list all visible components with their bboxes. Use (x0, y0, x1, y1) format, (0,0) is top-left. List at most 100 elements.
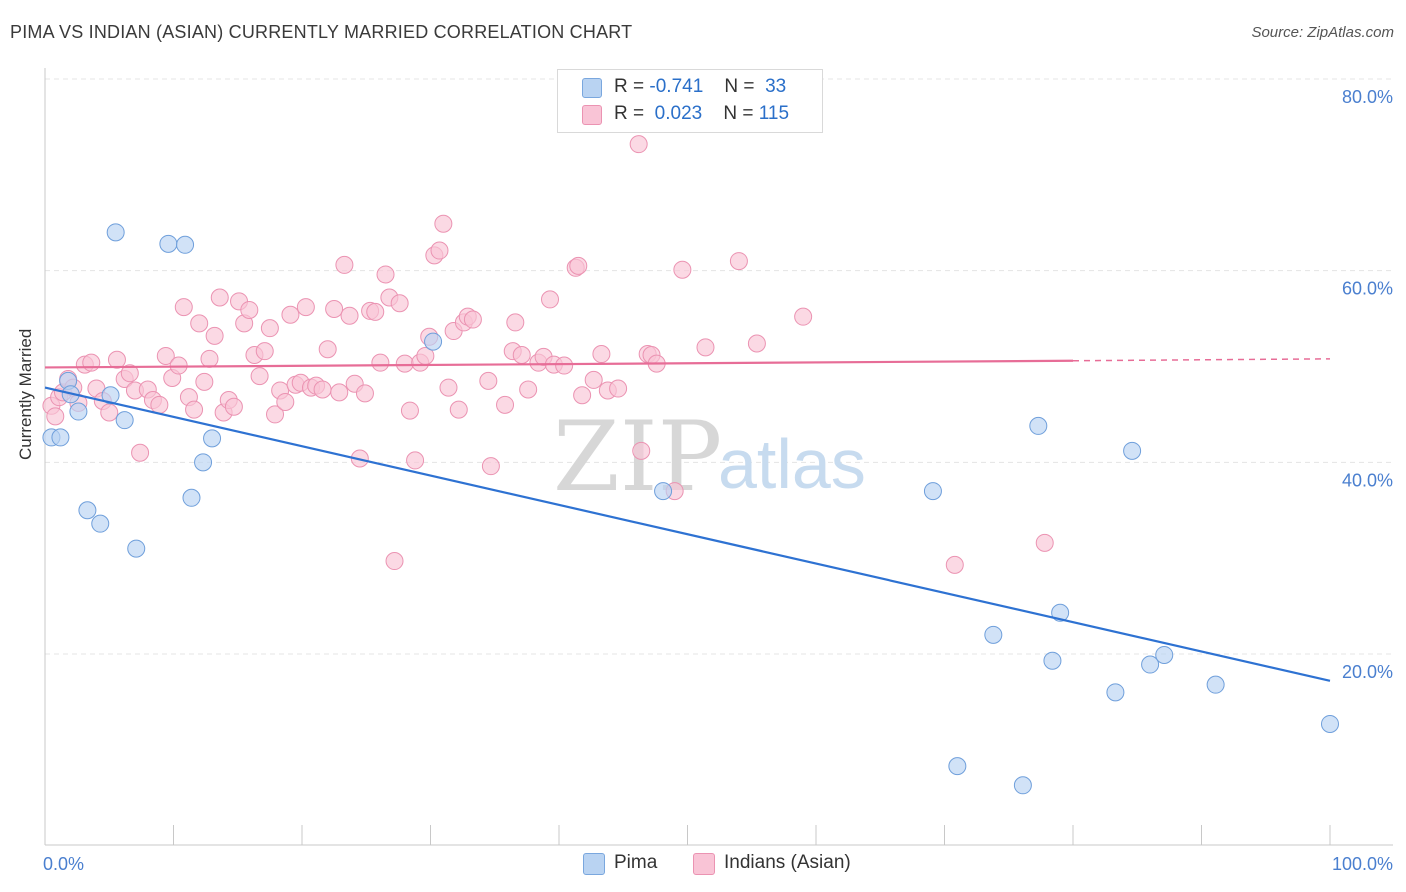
point-indians-asian-65 (390, 294, 409, 313)
point-indians-asian-12 (107, 350, 126, 369)
legend-swatch-indians-asian (582, 105, 602, 125)
point-indians-asian-92 (555, 356, 574, 375)
point-pima-23 (1043, 651, 1062, 670)
point-indians-asian-41 (266, 405, 285, 424)
point-indians-asian-96 (584, 370, 603, 389)
point-indians-asian-16 (131, 443, 150, 462)
point-pima-17 (654, 482, 673, 501)
point-indians-asian-14 (120, 364, 139, 383)
legend-n-value: 33 (765, 76, 787, 97)
point-indians-asian-33 (224, 397, 243, 416)
point-pima-19 (948, 757, 967, 776)
point-pima-26 (1123, 441, 1142, 460)
legend-r-value: 0.023 (654, 103, 703, 124)
point-indians-asian-83 (496, 395, 515, 414)
x-tick-labels: 0.0% 100.0% (43, 854, 1393, 874)
point-indians-asian-101 (632, 441, 651, 460)
point-indians-asian-75 (439, 378, 458, 397)
point-indians-asian-50 (313, 380, 332, 399)
point-indians-asian-52 (325, 300, 344, 318)
source-label: Source: ZipAtlas.com (1251, 24, 1394, 41)
series-indians-asian-points (42, 135, 1054, 574)
point-indians-asian-86 (512, 346, 531, 364)
point-indians-asian-100 (629, 135, 648, 154)
point-pima-8 (106, 223, 125, 242)
bottom-legend-swatch-indians-asian (693, 853, 715, 875)
point-pima-14 (194, 453, 213, 472)
legend-text-pima: R = -0.741 N = 33 (614, 76, 786, 98)
bottom-legend-swatch-pima (583, 853, 605, 875)
point-pima-6 (91, 514, 110, 533)
point-indians-asian-53 (330, 383, 349, 402)
point-indians-asian-64 (385, 552, 404, 571)
point-indians-asian-99 (609, 379, 628, 398)
point-pima-11 (159, 234, 178, 253)
point-indians-asian-73 (430, 241, 449, 260)
point-pima-27 (1141, 655, 1160, 674)
point-indians-asian-20 (156, 346, 175, 365)
point-pima-1 (51, 428, 70, 447)
legend-n-label: N = (724, 76, 755, 97)
legend-r-value: -0.741 (649, 76, 704, 97)
point-indians-asian-54 (335, 255, 354, 274)
point-indians-asian-26 (190, 314, 209, 333)
y-tick-label-1: 40.0% (1342, 470, 1393, 490)
trend-line-pima (44, 386, 1331, 682)
point-indians-asian-110 (794, 307, 813, 326)
legend-text-indians-asian: R = 0.023 N = 115 (614, 103, 789, 125)
point-indians-asian-51 (318, 340, 337, 359)
bottom-legend-label-pima: Pima (614, 852, 658, 873)
x-tick-label-0: 0.0% (43, 854, 84, 874)
legend-r-label: R = (614, 103, 645, 124)
bottom-legend-label-indians-asian: Indians (Asian) (724, 852, 851, 873)
point-indians-asian-19 (150, 395, 169, 414)
point-indians-asian-30 (210, 288, 229, 307)
point-pima-16 (424, 332, 443, 351)
point-indians-asian-66 (395, 354, 414, 373)
point-indians-asian-58 (355, 384, 374, 403)
y-tick-label-3: 80.0% (1342, 87, 1393, 107)
point-pima-22 (1029, 416, 1048, 435)
point-indians-asian-90 (541, 290, 560, 309)
point-indians-asian-67 (400, 401, 419, 420)
point-indians-asian-61 (371, 353, 390, 372)
point-indians-asian-85 (506, 313, 525, 332)
point-indians-asian-74 (434, 214, 453, 233)
chart-title: PIMA VS INDIAN (ASIAN) CURRENTLY MARRIED… (10, 22, 633, 42)
point-indians-asian-38 (250, 367, 269, 386)
point-pima-13 (182, 488, 201, 507)
legend-r-label: R = (614, 76, 645, 97)
point-indians-asian-29 (205, 326, 224, 345)
point-pima-18 (923, 482, 942, 501)
point-pima-24 (1051, 603, 1070, 622)
point-indians-asian-36 (240, 300, 259, 319)
legend-n-label: N = (723, 103, 754, 124)
trend-lines (44, 358, 1331, 682)
point-pima-29 (1206, 675, 1225, 694)
point-pima-7 (101, 386, 120, 405)
point-pima-12 (176, 235, 195, 254)
x-tick-label-1: 100.0% (1332, 854, 1393, 874)
point-indians-asian-8 (82, 353, 101, 372)
correlation-legend: R = -0.741 N = 33 R = 0.023 N = 115 (557, 69, 823, 133)
point-indians-asian-68 (406, 451, 425, 470)
legend-swatch-pima (582, 78, 602, 98)
point-indians-asian-80 (463, 310, 482, 329)
point-indians-asian-1 (46, 407, 65, 426)
point-indians-asian-108 (729, 252, 748, 271)
point-indians-asian-39 (255, 342, 274, 361)
point-pima-5 (78, 501, 97, 520)
point-indians-asian-109 (747, 334, 766, 353)
y-tick-labels: 20.0% 40.0% 60.0% 80.0% (1342, 87, 1393, 682)
point-indians-asian-95 (573, 386, 592, 405)
point-indians-asian-27 (195, 372, 214, 391)
point-indians-asian-28 (200, 349, 219, 368)
point-pima-10 (127, 539, 146, 558)
point-indians-asian-60 (366, 302, 385, 321)
point-indians-asian-25 (185, 400, 204, 419)
point-indians-asian-97 (592, 345, 611, 364)
watermark: ZIP atlas (553, 401, 866, 513)
point-indians-asian-111 (945, 555, 964, 574)
point-indians-asian-87 (519, 380, 538, 399)
